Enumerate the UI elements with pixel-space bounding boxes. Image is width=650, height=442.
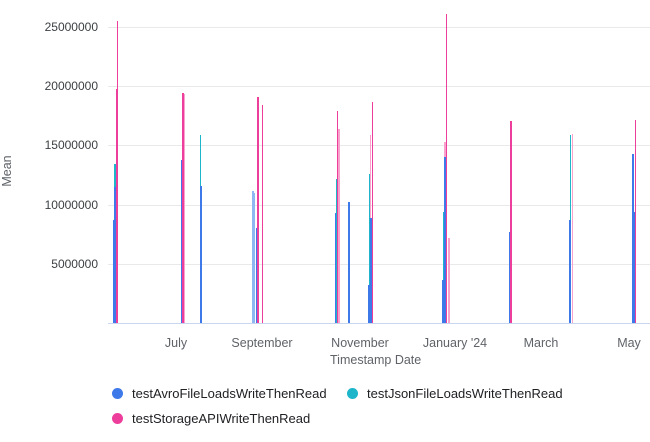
bar-storage[interactable] <box>261 105 264 323</box>
bar-storage[interactable] <box>183 94 186 323</box>
bar-avro[interactable] <box>443 156 446 323</box>
bar-avro[interactable] <box>255 227 258 323</box>
y-tick-label: 15000000 <box>44 138 98 153</box>
bar-storage[interactable] <box>257 96 259 323</box>
bar-storage[interactable] <box>338 128 340 323</box>
legend-label: testAvroFileLoadsWriteThenRead <box>132 386 327 401</box>
x-tick-label: January '24 <box>422 336 488 350</box>
bar-storage[interactable] <box>571 134 574 323</box>
bar-avro[interactable] <box>252 190 254 323</box>
legend-label: testStorageAPIWriteThenRead <box>132 411 311 426</box>
bar-avro[interactable] <box>368 285 370 323</box>
bar-json[interactable] <box>442 211 445 323</box>
bar-storage[interactable] <box>371 102 374 323</box>
legend-item-json[interactable]: testJsonFileLoadsWriteThenRead <box>347 386 563 401</box>
y-tick-label: 20000000 <box>44 79 98 94</box>
x-tick-label: May <box>617 336 641 350</box>
bar-avro[interactable] <box>508 231 511 323</box>
bar-storage[interactable] <box>115 88 118 323</box>
x-tick-label: July <box>164 336 188 350</box>
bar-storage[interactable] <box>510 120 512 323</box>
bar-storage[interactable] <box>447 238 450 323</box>
bar-storage[interactable] <box>445 13 448 323</box>
bar-avro[interactable] <box>568 219 572 323</box>
x-tick-label: September <box>231 336 293 350</box>
y-gridline <box>108 145 650 147</box>
legend-dot-icon <box>112 413 123 424</box>
legend-dot-icon <box>112 388 123 399</box>
bar-avro[interactable] <box>369 217 372 323</box>
bar-avro[interactable] <box>200 186 203 323</box>
legend-label: testJsonFileLoadsWriteThenRead <box>367 386 563 401</box>
bar-avro[interactable] <box>632 211 636 323</box>
y-axis-title: Mean <box>0 155 14 187</box>
bar-avro[interactable] <box>348 202 350 323</box>
legend-item-avro[interactable]: testAvroFileLoadsWriteThenRead <box>112 386 327 401</box>
legend-dot-icon <box>347 388 358 399</box>
bar-avro[interactable] <box>441 280 444 323</box>
x-tick-label: March <box>523 336 559 350</box>
bar-avro[interactable] <box>112 219 115 323</box>
y-tick-label: 5000000 <box>51 256 98 271</box>
bar-storage[interactable] <box>634 119 637 323</box>
bar-storage[interactable] <box>182 92 184 323</box>
x-axis-title: Timestamp Date <box>330 353 422 367</box>
y-tick-label: 25000000 <box>44 20 98 34</box>
bar-storage[interactable] <box>116 21 119 323</box>
bar-avro[interactable] <box>253 192 256 323</box>
bar-avro[interactable] <box>114 186 116 323</box>
x-tick-label: November <box>331 336 389 350</box>
bar-avro[interactable] <box>181 160 183 323</box>
bar-json[interactable] <box>335 178 338 323</box>
y-tick-label: 10000000 <box>44 197 98 212</box>
bar-storage[interactable] <box>336 111 339 323</box>
y-gridline <box>108 27 650 28</box>
x-axis-line <box>108 323 650 324</box>
y-gridline <box>108 86 650 88</box>
legend-item-storage[interactable]: testStorageAPIWriteThenRead <box>112 411 310 426</box>
y-gridline <box>108 263 650 265</box>
y-gridline <box>108 204 650 206</box>
